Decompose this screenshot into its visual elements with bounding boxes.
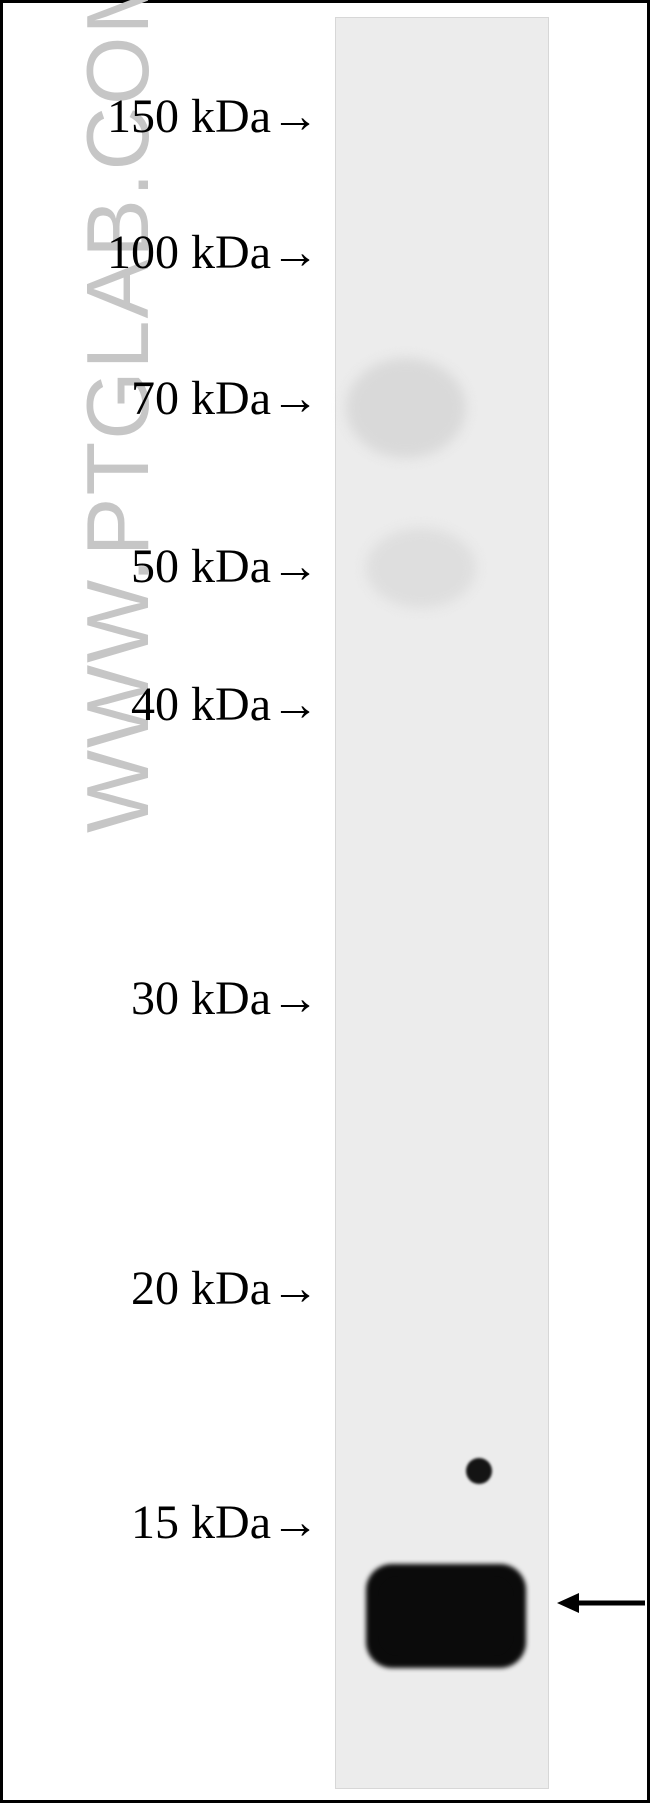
mw-label-20: 20 kDa→ (3, 1261, 319, 1316)
mw-label-30: 30 kDa→ (3, 971, 319, 1026)
blot-figure: WWW.PTGLAB.COM 150 kDa→ 100 kDa→ 70 kDa→… (0, 0, 650, 1803)
background-smudge (366, 528, 476, 608)
background-smudge (346, 358, 466, 458)
mw-label-15: 15 kDa→ (3, 1495, 319, 1550)
target-band-core (378, 1576, 514, 1656)
mw-label-150: 150 kDa→ (3, 89, 319, 144)
result-arrow-icon (557, 1583, 647, 1623)
mw-label-50: 50 kDa→ (3, 539, 319, 594)
mw-label-40: 40 kDa→ (3, 677, 319, 732)
blot-lane (335, 17, 549, 1789)
mw-label-100: 100 kDa→ (3, 225, 319, 280)
mw-labels-column: 150 kDa→ 100 kDa→ 70 kDa→ 50 kDa→ 40 kDa… (3, 3, 329, 1800)
mw-label-70: 70 kDa→ (3, 371, 319, 426)
artifact-dot (466, 1458, 492, 1484)
